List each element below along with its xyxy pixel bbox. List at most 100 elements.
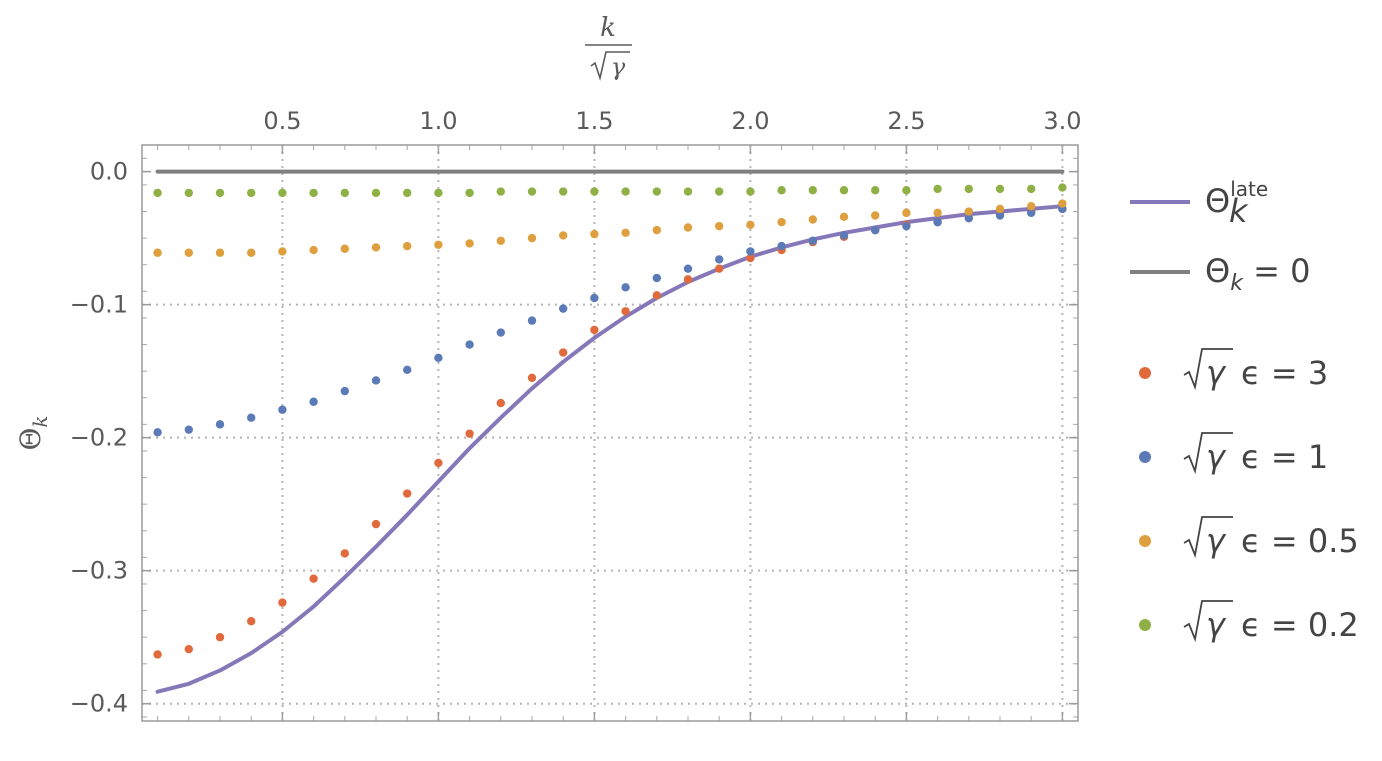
data-point [1027, 208, 1036, 218]
y-axis-label-symbol: Θ [14, 428, 47, 451]
legend: Θlate k Θk = 0 γ ϵ = 3 γ ϵ = 1 γ ϵ = 0.5 γ ϵ = … [1130, 177, 1359, 644]
data-point [995, 204, 1005, 214]
data-point [371, 519, 381, 529]
x-tick-label: 3.0 [1043, 107, 1081, 135]
data-point [215, 420, 225, 429]
data-point [621, 228, 630, 237]
y-axis-label: Θk [14, 415, 52, 450]
legend-radical [1183, 516, 1233, 559]
data-point [683, 275, 693, 284]
data-point [652, 273, 661, 283]
data-point [465, 188, 474, 198]
data-point [808, 236, 817, 245]
data-point [746, 247, 755, 256]
legend-radical [1183, 432, 1233, 475]
data-point [839, 231, 849, 240]
data-point [871, 211, 880, 220]
data-point [902, 208, 911, 218]
svg-text:Θk = 0: Θk = 0 [1205, 252, 1310, 296]
y-tick-label: −0.2 [70, 424, 128, 452]
y-tick-label: −0.1 [70, 291, 128, 319]
grid [142, 145, 1078, 721]
data-point [590, 325, 599, 335]
x-axis-label: k γ [585, 13, 632, 81]
data-point [683, 264, 693, 273]
data-point [340, 188, 349, 198]
data-point [215, 188, 225, 198]
data-point [215, 248, 225, 257]
svg-text:Θk: Θk [14, 415, 52, 450]
data-point [371, 188, 381, 198]
x-tick-label: 2.0 [731, 107, 769, 135]
data-point [340, 244, 349, 253]
y-tick-labels: 0.0 −0.1 −0.2 −0.3 −0.4 [70, 158, 128, 718]
data-point [590, 293, 599, 303]
data-point [621, 187, 630, 196]
data-point [278, 247, 287, 256]
data-point [1027, 184, 1036, 194]
data-point [403, 365, 412, 375]
data-point [1027, 201, 1036, 211]
data-point [683, 223, 693, 232]
x-tick-label: 1.5 [575, 107, 613, 135]
legend-gamma: γ [1206, 354, 1227, 392]
y-tick-label: −0.3 [70, 557, 128, 585]
data-point [309, 245, 318, 255]
y-tick-label: −0.4 [70, 690, 128, 718]
x-axis-label-radical [590, 51, 630, 81]
data-point [184, 188, 193, 198]
legend-radical [1183, 348, 1233, 391]
legend-label: ϵ = 3 [1241, 354, 1328, 392]
legend-gamma: γ [1206, 438, 1227, 476]
line-late [155, 204, 1065, 694]
legend-zero-subscript: k [1230, 271, 1244, 296]
data-point [1058, 199, 1067, 208]
data-point [247, 248, 256, 257]
data-point [309, 574, 318, 583]
data-point [559, 231, 568, 240]
data-point [995, 184, 1005, 194]
data-point [434, 458, 443, 468]
data-point [278, 405, 287, 414]
data-point [777, 217, 786, 227]
data-point [559, 304, 568, 313]
data-point [964, 184, 973, 194]
data-point [964, 207, 973, 216]
data-point [808, 215, 817, 224]
x-tick-label: 2.5 [887, 107, 925, 135]
data-point [715, 255, 724, 264]
data-point [590, 229, 599, 239]
data-point [902, 221, 911, 231]
data-point [309, 188, 318, 198]
plot-frame [141, 144, 1079, 722]
data-point [153, 188, 162, 198]
data-point [995, 211, 1005, 220]
data-point [278, 598, 287, 607]
legend-label: ϵ = 0.2 [1241, 606, 1359, 644]
data-point [309, 397, 318, 406]
data-point [434, 240, 443, 249]
data-point [496, 236, 505, 245]
data-point [403, 188, 412, 198]
data-point [465, 239, 474, 248]
data-point [184, 248, 193, 257]
data-point [215, 632, 225, 642]
legend-late-superscript: late [1230, 177, 1268, 201]
legend-marker [1139, 367, 1151, 379]
data-point [839, 212, 849, 222]
data-point [403, 241, 412, 251]
legend-gamma: γ [1206, 522, 1227, 560]
svg-text:Θlate: Θlate [1205, 177, 1268, 220]
series-2 [153, 204, 1067, 437]
minor-ticks [142, 145, 1078, 721]
data-point [496, 398, 505, 408]
data-point [247, 413, 256, 422]
legend-radical [1183, 600, 1233, 643]
data-point [184, 644, 193, 654]
data-point [621, 283, 630, 292]
legend-entry-series-3: γ ϵ = 0.5 [1139, 516, 1359, 560]
chart-points [153, 183, 1067, 659]
data-point [652, 291, 661, 300]
legend-entry-series-1: γ ϵ = 3 [1139, 348, 1328, 392]
data-point [153, 650, 162, 659]
